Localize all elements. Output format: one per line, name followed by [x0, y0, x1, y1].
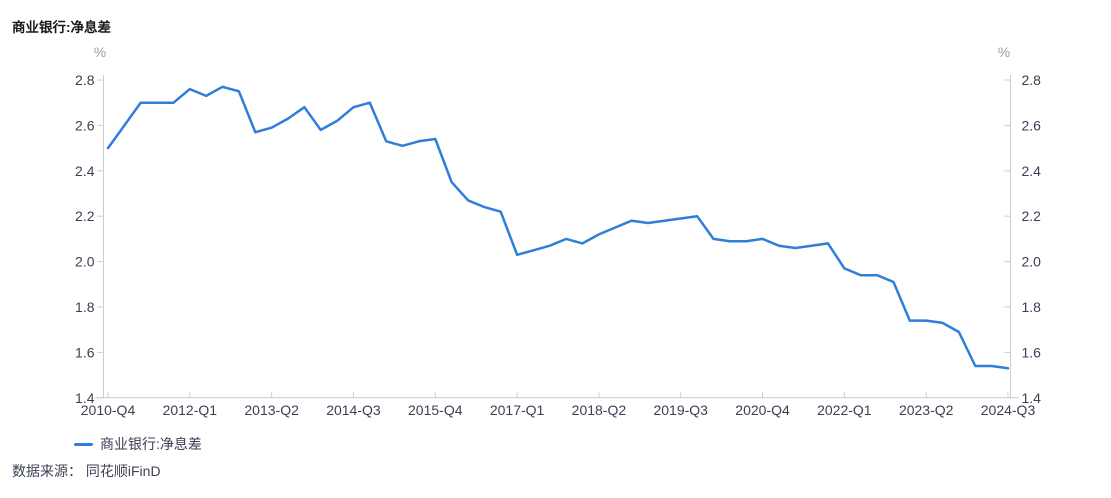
y-tick-label-right: 2.8 [1022, 72, 1042, 88]
y-tick-label-left: 1.8 [75, 299, 95, 315]
x-tick-label: 2024-Q3 [981, 402, 1036, 418]
x-tick-label: 2023-Q2 [899, 402, 954, 418]
x-tick-label: 2022-Q1 [817, 402, 872, 418]
chart-title: 商业银行:净息差 [12, 20, 111, 35]
x-tick-label: 2018-Q2 [572, 402, 627, 418]
y-tick-label-right: 1.8 [1022, 299, 1042, 315]
x-tick-label: 2012-Q1 [163, 402, 218, 418]
y-tick-label-right: 2.6 [1022, 117, 1042, 133]
x-tick-label: 2015-Q4 [408, 402, 463, 418]
x-tick-label: 2019-Q3 [653, 402, 708, 418]
y-tick-label-left: 1.6 [75, 344, 95, 360]
x-tick-label: 2020-Q4 [735, 402, 790, 418]
y-tick-label-right: 1.6 [1022, 344, 1042, 360]
y-tick-label-left: 2.6 [75, 117, 95, 133]
legend-line-marker [74, 442, 93, 446]
y-tick-label-left: 2.4 [75, 163, 95, 179]
y-tick-label-right: 1.4 [1022, 390, 1042, 406]
y-tick-label-left: 2.0 [75, 254, 95, 270]
y-tick-label-left: 1.4 [75, 390, 95, 406]
y-tick-label-left: 2.2 [75, 208, 95, 224]
x-tick-label: 2014-Q3 [326, 402, 381, 418]
y-tick-label-right: 2.4 [1022, 163, 1042, 179]
legend[interactable]: 商业银行:净息差 [74, 435, 202, 453]
x-tick-label: 2013-Q2 [244, 402, 299, 418]
y-tick-label-right: 2.2 [1022, 208, 1042, 224]
legend-label: 商业银行:净息差 [100, 436, 202, 452]
x-tick-label: 2017-Q1 [490, 402, 545, 418]
x-tick-label: 2010-Q4 [81, 402, 136, 418]
y-tick-label-right: 2.0 [1022, 254, 1042, 270]
series-line [106, 85, 1010, 370]
data-source: 数据来源： 同花顺iFinD [12, 463, 161, 479]
y-axis-unit-left: % [94, 44, 106, 60]
y-tick-label-left: 2.8 [75, 72, 95, 88]
y-axis-unit-right: % [998, 44, 1010, 60]
